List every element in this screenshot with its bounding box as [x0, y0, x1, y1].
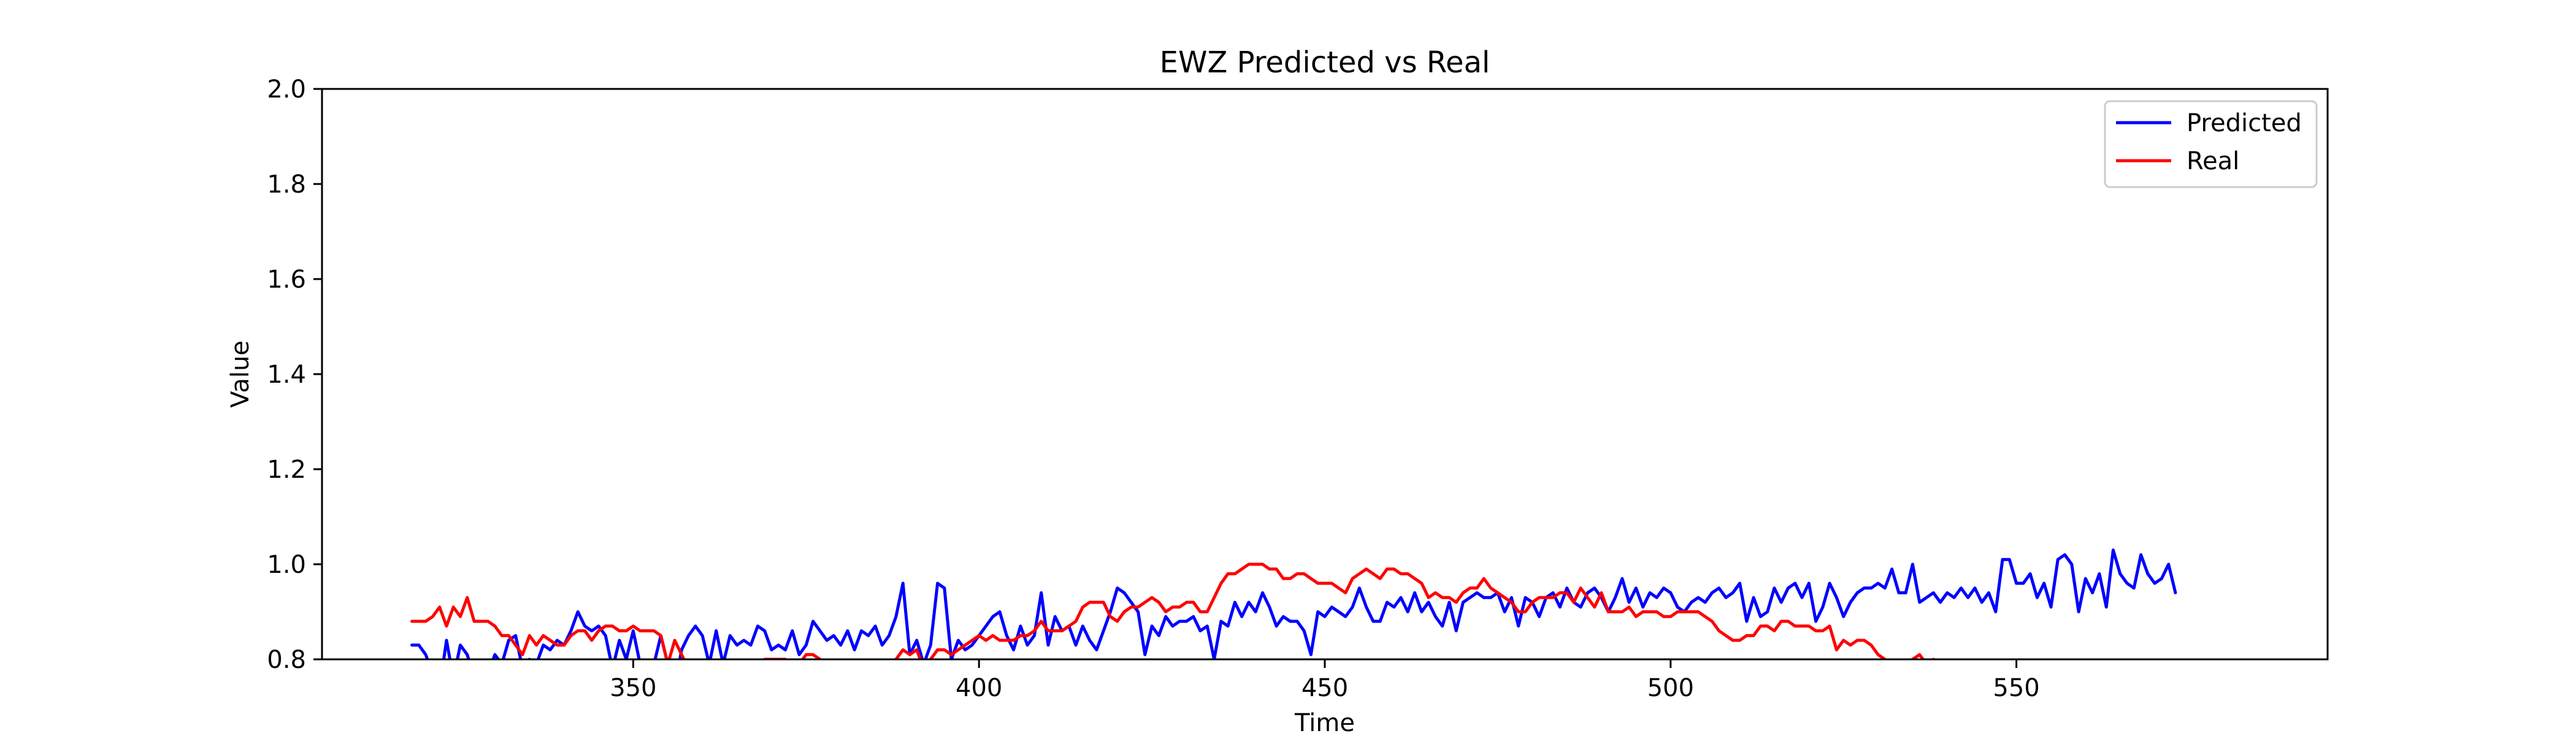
x-tick-label: 350 — [610, 674, 656, 702]
series-line-predicted — [410, 548, 2177, 659]
y-tick-label: 1.6 — [267, 266, 306, 294]
legend: Predicted Real — [2104, 100, 2318, 188]
y-tick-label: 1.2 — [267, 456, 306, 484]
x-tick-label: 450 — [1301, 674, 1348, 702]
series-layer — [410, 548, 2177, 659]
chart-title: EWZ Predicted vs Real — [1160, 45, 1490, 80]
series-line-real — [410, 562, 1936, 659]
y-tick-label: 0.8 — [267, 646, 306, 674]
legend-real-label: Real — [2187, 147, 2239, 175]
y-tick-label: 1.0 — [267, 551, 306, 579]
y-axis: 0.8 1.0 1.2 1.4 1.6 1.8 2.0 — [267, 75, 322, 674]
x-tick-label: 500 — [1647, 674, 1694, 702]
legend-predicted-label: Predicted — [2187, 109, 2302, 137]
y-tick-label: 1.8 — [267, 171, 306, 199]
y-axis-title: Value — [226, 340, 255, 408]
x-tick-label: 400 — [956, 674, 1002, 702]
y-tick-label: 1.4 — [267, 361, 306, 389]
x-axis-title: Time — [1294, 709, 1355, 736]
x-tick-label: 550 — [1993, 674, 2039, 702]
x-axis: 350 400 450 500 550 — [610, 659, 2040, 702]
y-tick-label: 2.0 — [267, 75, 306, 104]
